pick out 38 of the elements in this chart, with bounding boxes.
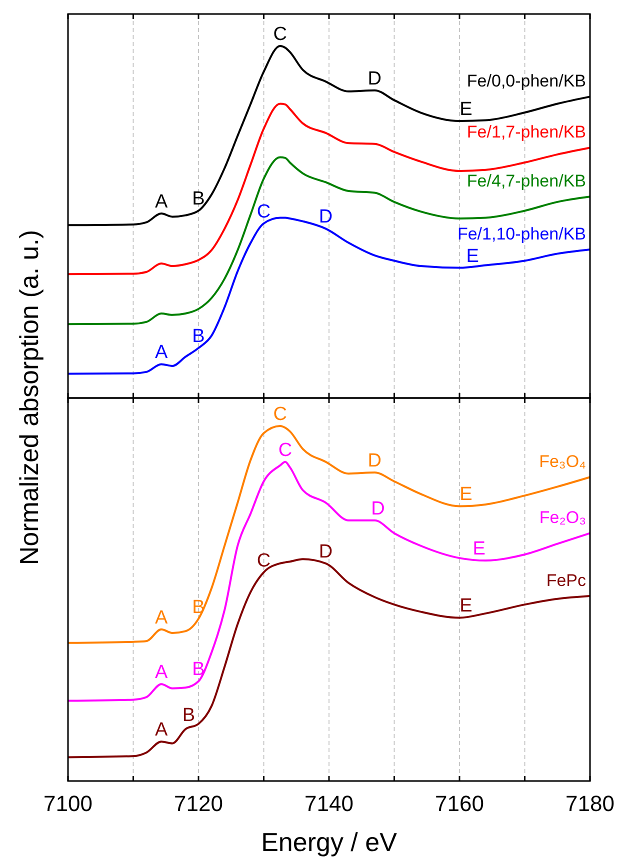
annotation: E (460, 596, 472, 617)
x-tick-label: 7140 (304, 791, 354, 816)
annotation: D (368, 450, 382, 472)
annotation: A (154, 662, 168, 684)
annotation: D (318, 541, 333, 562)
annotation: D (371, 498, 385, 520)
x-tick-label: 7120 (174, 791, 223, 816)
annotation: B (182, 705, 196, 726)
series-label: Fe₃O₄ (539, 452, 586, 472)
annotation: C (273, 24, 287, 45)
annotation: E (466, 246, 479, 267)
annotation: D (368, 68, 382, 90)
series-label: Fe/1,10-phen/KB (457, 224, 586, 244)
series-label: Fe₂O₃ (539, 508, 586, 528)
annotation: A (154, 192, 168, 213)
series-label: Fe/0,0-phen/KB (466, 72, 586, 91)
annotation: E (472, 538, 486, 560)
annotation: A (154, 607, 168, 628)
x-axis-title: Energy / eV (261, 827, 398, 857)
annotation: B (192, 188, 205, 210)
series-label: Fe/1,7-phen/KB (466, 122, 586, 142)
x-tick-label: 7180 (566, 791, 614, 816)
annotation: D (318, 206, 333, 228)
annotation: C (278, 440, 292, 461)
annotation: B (192, 659, 205, 680)
annotation: C (273, 404, 287, 425)
series-label: FePc (546, 571, 586, 590)
annotation: B (192, 326, 205, 348)
y-axis-title: Normalized absorption (a. u.) (14, 230, 44, 566)
x-tick-label: 7160 (435, 791, 484, 816)
annotation: C (256, 550, 271, 572)
x-tick-label: 7100 (44, 791, 92, 816)
annotation: E (460, 98, 472, 120)
annotation: A (154, 342, 168, 364)
series-label: Fe/4,7-phen/KB (466, 172, 586, 191)
annotation: A (154, 720, 168, 741)
annotation: E (460, 484, 472, 506)
annotation: C (256, 201, 271, 222)
